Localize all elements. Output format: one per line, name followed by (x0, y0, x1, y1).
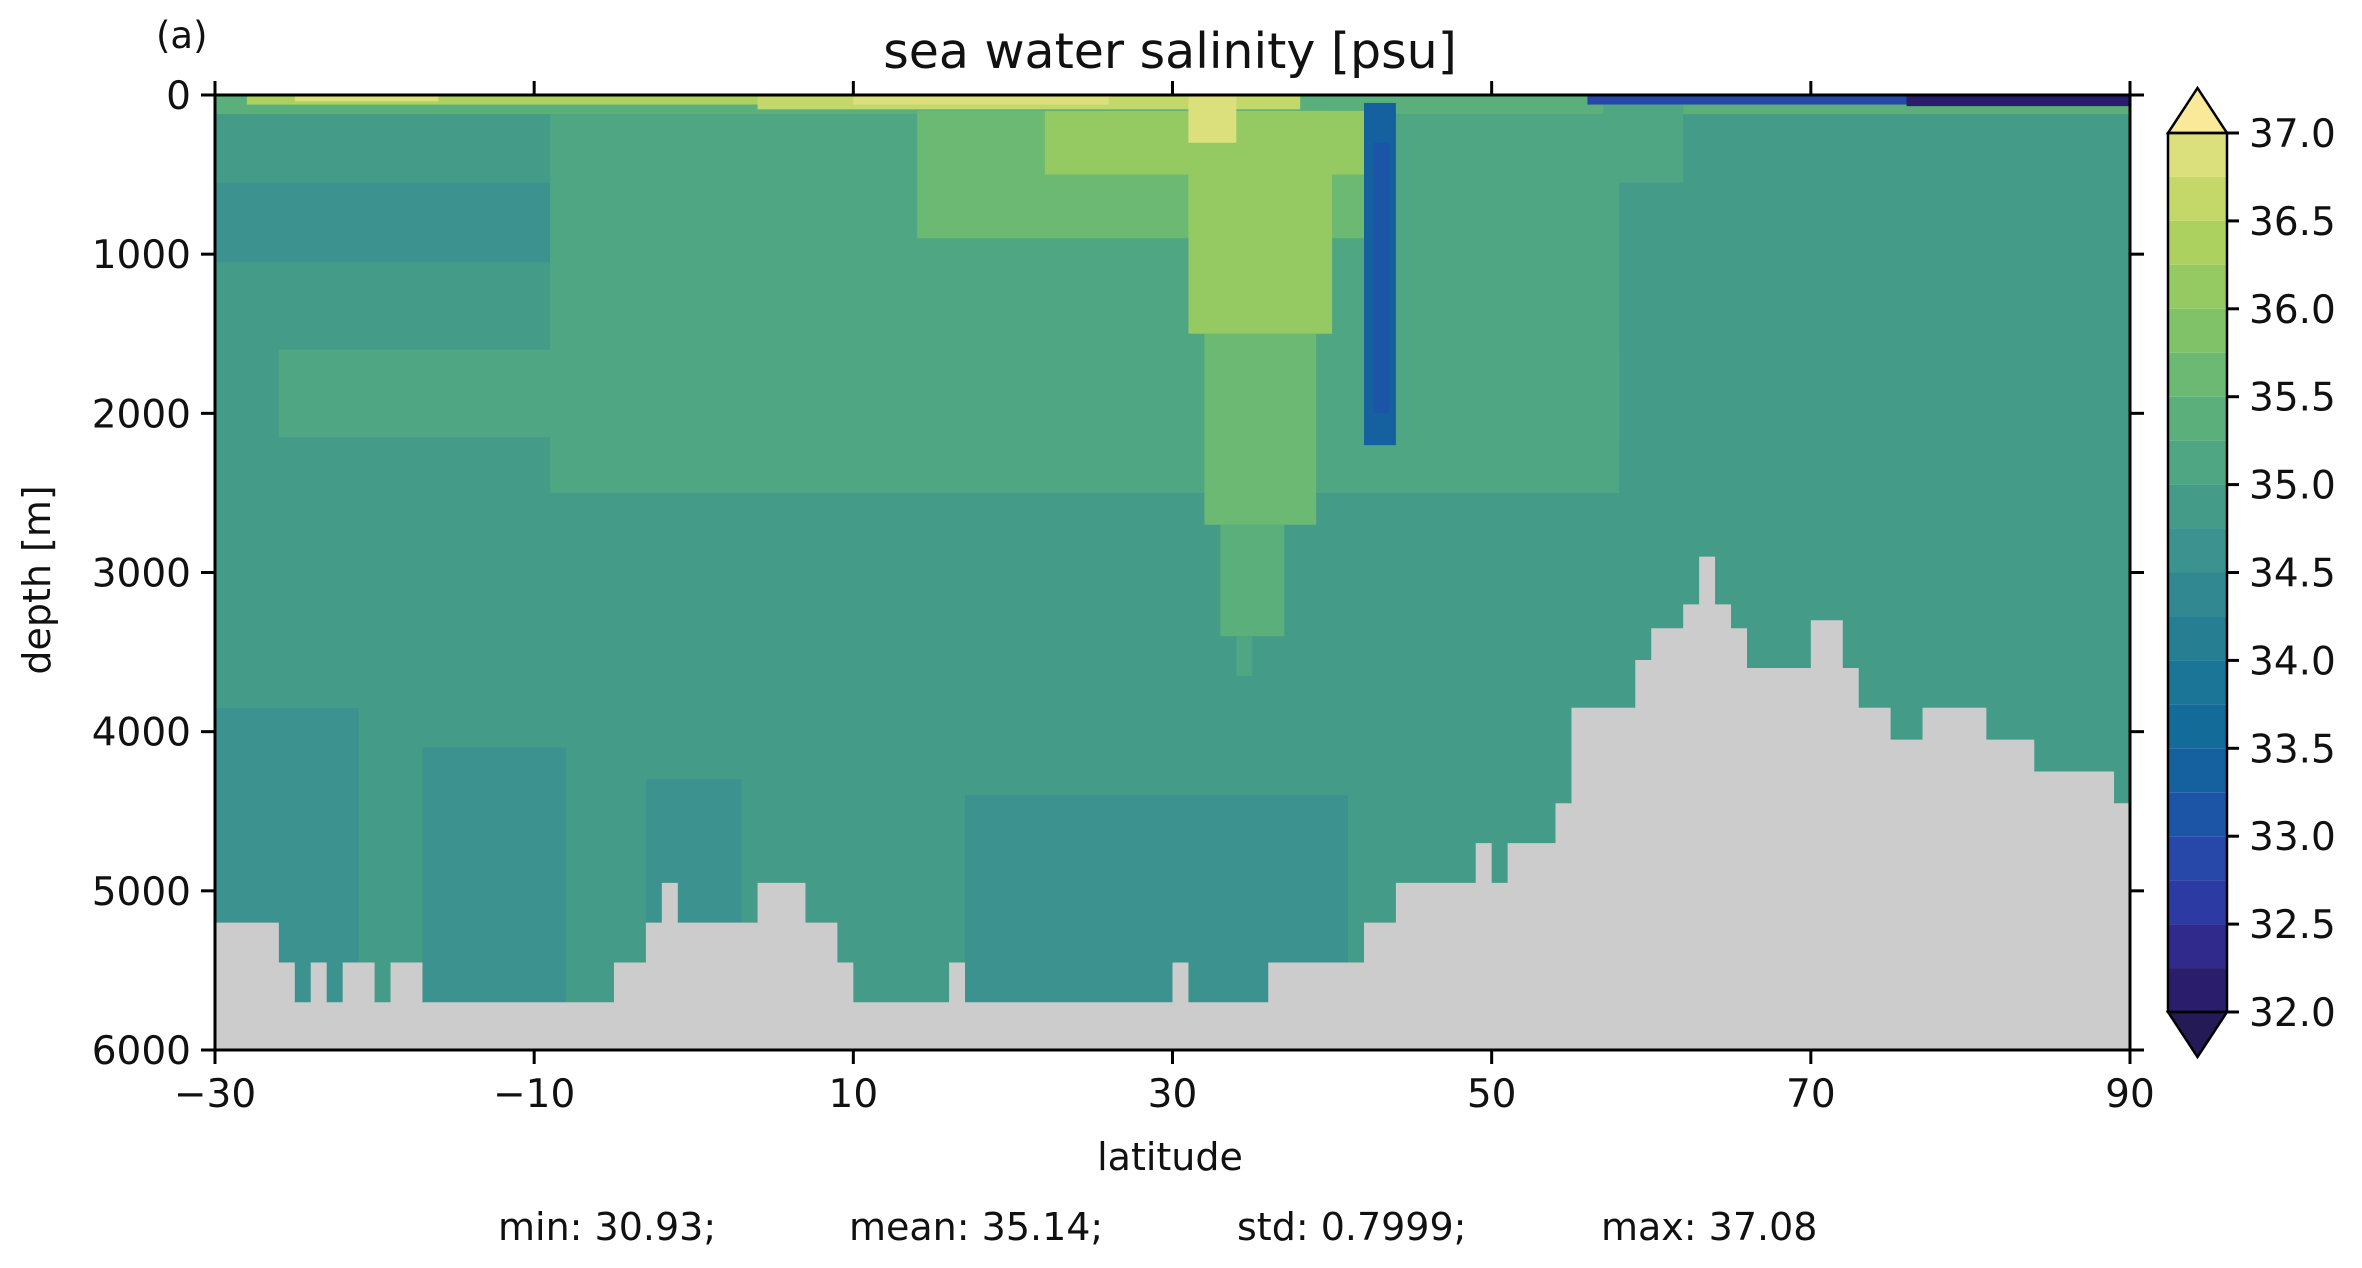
colorbar-band (2168, 660, 2227, 705)
y-tick-label: 6000 (92, 1029, 191, 1074)
colorbar-band (2168, 220, 2227, 265)
colorbar-band (2168, 264, 2227, 309)
panel-label: (a) (156, 14, 208, 57)
plot-area (215, 95, 2130, 1050)
colorbar-band (2168, 792, 2227, 837)
colorbar-tick-label: 37.0 (2249, 112, 2336, 157)
seafloor-land (215, 556, 2130, 1050)
x-tick-label: 70 (1786, 1072, 1836, 1117)
colorbar-band (2168, 176, 2227, 221)
salinity-region-2 (294, 95, 439, 102)
salinity-region-24 (1906, 95, 2130, 107)
salinity-region-11 (1188, 110, 1333, 334)
colorbar: 32.0 32.5 33.0 33.5 34.0 34.5 35.0 35.5 36.0 36.5… (2165, 85, 2336, 1060)
colorbar-tick-label: 32.5 (2249, 903, 2336, 948)
y-axis: 0 1000 2000 3000 4000 5000 6000 (92, 74, 2144, 1074)
colorbar-band (2168, 308, 2227, 353)
x-tick-label: 10 (829, 1072, 879, 1117)
colorbar-tick-label: 33.0 (2249, 815, 2336, 860)
x-tick-label: 30 (1148, 1072, 1198, 1117)
colorbar-tick-label: 36.5 (2249, 200, 2336, 245)
x-tick-label: 90 (2105, 1072, 2155, 1117)
colorbar-tick-label: 35.0 (2249, 464, 2336, 509)
colorbar-band (2168, 836, 2227, 881)
colorbar-tick-label: 36.0 (2249, 288, 2336, 333)
chart-title: sea water salinity [psu] (883, 23, 1457, 80)
salinity-region-1 (246, 95, 886, 105)
colorbar-band (2168, 616, 2227, 661)
y-tick-label: 5000 (92, 870, 191, 915)
stat-max: max: 37.08 (1601, 1205, 1817, 1249)
y-tick-label: 3000 (92, 552, 191, 597)
colorbar-band (2168, 572, 2227, 617)
colorbar-extend-max (2165, 85, 2230, 135)
salinity-region-15 (1236, 636, 1253, 676)
y-tick-label: 2000 (92, 392, 191, 437)
seafloor-shape (215, 556, 2130, 1050)
y-tick-label: 1000 (92, 233, 191, 278)
colorbar-tick-label: 35.5 (2249, 376, 2336, 421)
colorbar-band (2168, 748, 2227, 793)
salinity-region-14 (1220, 524, 1285, 637)
colorbar-tick-label: 32.0 (2249, 991, 2336, 1036)
stat-min: min: 30.93; (498, 1205, 716, 1249)
colorbar-band (2168, 133, 2227, 177)
stat-std: std: 0.7999; (1237, 1205, 1466, 1249)
colorbar-band (2168, 396, 2227, 441)
salinity-region-12 (1188, 95, 1237, 143)
colorbar-band (2168, 880, 2227, 925)
salinity-region-23 (1587, 95, 2130, 105)
colorbar-band (2168, 484, 2227, 529)
colorbar-tick-label: 34.0 (2249, 639, 2336, 684)
colorbar-tick-label: 33.5 (2249, 727, 2336, 772)
stats-line: min: 30.93; mean: 35.14; std: 0.7999; ma… (498, 1205, 1817, 1249)
colorbar-band (2168, 924, 2227, 969)
stat-mean: mean: 35.14; (849, 1205, 1103, 1249)
x-tick-label: −10 (493, 1072, 575, 1117)
y-tick-label: 4000 (92, 711, 191, 756)
y-tick-label: 0 (166, 74, 191, 119)
salinity-region-18 (422, 747, 567, 1003)
x-tick-label: −30 (174, 1072, 256, 1117)
salinity-region-6 (215, 182, 551, 263)
salinity-region-16 (1603, 95, 1684, 183)
colorbar-band (2168, 352, 2227, 397)
colorbar-band (2168, 440, 2227, 485)
x-axis: −30 −10 10 30 50 70 90 (174, 81, 2155, 1117)
x-tick-label: 50 (1467, 1072, 1517, 1117)
y-axis-label: depth [m] (15, 485, 59, 674)
salinity-region-22 (1373, 142, 1390, 414)
x-axis-label: latitude (1097, 1135, 1243, 1179)
colorbar-band (2168, 968, 2227, 1012)
salinity-region-8 (278, 349, 1620, 438)
salinity-region-13 (1204, 333, 1317, 525)
colorbar-tick-label: 34.5 (2249, 552, 2336, 597)
colorbar-extend-min (2165, 1010, 2230, 1060)
salinity-region-4 (853, 95, 1109, 105)
colorbar-band (2168, 528, 2227, 573)
colorbar-band (2168, 704, 2227, 749)
